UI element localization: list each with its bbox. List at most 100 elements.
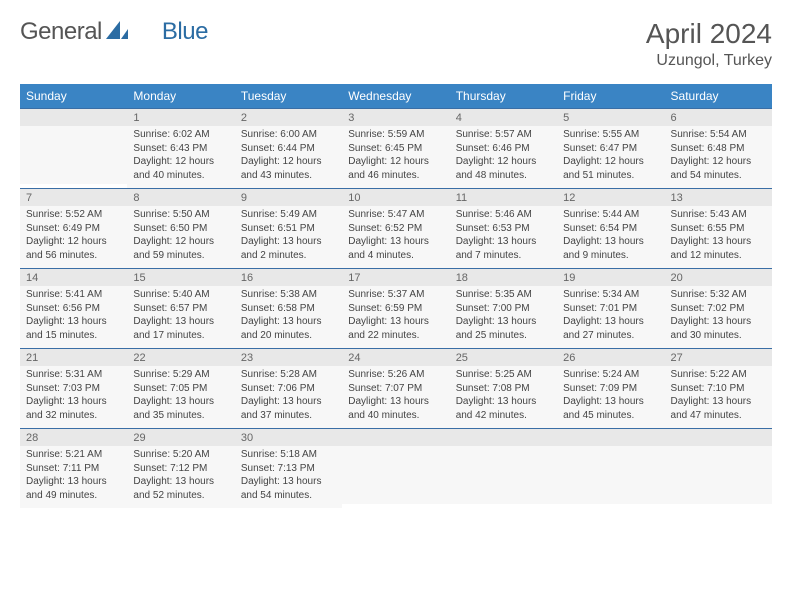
day-content: Sunrise: 5:22 AMSunset: 7:10 PMDaylight:… [665, 366, 772, 428]
sunrise-text: Sunrise: 5:34 AM [563, 288, 658, 302]
day-number: 11 [450, 189, 557, 206]
day-number: 15 [127, 269, 234, 286]
week-row: 14Sunrise: 5:41 AMSunset: 6:56 PMDayligh… [20, 269, 772, 349]
sunrise-text: Sunrise: 5:35 AM [456, 288, 551, 302]
sunrise-text: Sunrise: 5:46 AM [456, 208, 551, 222]
daylight-text: Daylight: 12 hours [671, 155, 766, 169]
sunrise-text: Sunrise: 6:02 AM [133, 128, 228, 142]
day-number: 1 [127, 109, 234, 126]
daylight-text: Daylight: 13 hours [241, 475, 336, 489]
day-content [557, 446, 664, 504]
daylight-text: and 42 minutes. [456, 409, 551, 423]
day-cell: 20Sunrise: 5:32 AMSunset: 7:02 PMDayligh… [665, 269, 772, 349]
sunrise-text: Sunrise: 5:28 AM [241, 368, 336, 382]
sunset-text: Sunset: 6:55 PM [671, 222, 766, 236]
sunset-text: Sunset: 6:53 PM [456, 222, 551, 236]
daylight-text: and 47 minutes. [671, 409, 766, 423]
day-content: Sunrise: 6:02 AMSunset: 6:43 PMDaylight:… [127, 126, 234, 188]
daylight-text: and 2 minutes. [241, 249, 336, 263]
sunrise-text: Sunrise: 5:29 AM [133, 368, 228, 382]
daylight-text: and 48 minutes. [456, 169, 551, 183]
day-number: 8 [127, 189, 234, 206]
daylight-text: Daylight: 13 hours [456, 315, 551, 329]
day-number [342, 429, 449, 446]
day-content: Sunrise: 5:59 AMSunset: 6:45 PMDaylight:… [342, 126, 449, 188]
day-cell: 22Sunrise: 5:29 AMSunset: 7:05 PMDayligh… [127, 349, 234, 429]
weekday-header-row: Sunday Monday Tuesday Wednesday Thursday… [20, 84, 772, 109]
daylight-text: Daylight: 13 hours [241, 315, 336, 329]
sunset-text: Sunset: 7:03 PM [26, 382, 121, 396]
daylight-text: Daylight: 13 hours [563, 235, 658, 249]
day-number: 27 [665, 349, 772, 366]
day-cell: 1Sunrise: 6:02 AMSunset: 6:43 PMDaylight… [127, 109, 234, 189]
daylight-text: Daylight: 13 hours [671, 235, 766, 249]
sunrise-text: Sunrise: 6:00 AM [241, 128, 336, 142]
daylight-text: Daylight: 12 hours [133, 235, 228, 249]
daylight-text: Daylight: 13 hours [348, 235, 443, 249]
daylight-text: Daylight: 13 hours [348, 315, 443, 329]
day-content: Sunrise: 5:38 AMSunset: 6:58 PMDaylight:… [235, 286, 342, 348]
sunset-text: Sunset: 6:49 PM [26, 222, 121, 236]
daylight-text: Daylight: 12 hours [563, 155, 658, 169]
day-number: 13 [665, 189, 772, 206]
sunrise-text: Sunrise: 5:37 AM [348, 288, 443, 302]
day-content [450, 446, 557, 504]
sunrise-text: Sunrise: 5:40 AM [133, 288, 228, 302]
weekday-header: Thursday [450, 84, 557, 109]
daylight-text: and 54 minutes. [241, 489, 336, 503]
day-number: 3 [342, 109, 449, 126]
day-content: Sunrise: 5:32 AMSunset: 7:02 PMDaylight:… [665, 286, 772, 348]
sunrise-text: Sunrise: 5:57 AM [456, 128, 551, 142]
day-number: 28 [20, 429, 127, 446]
week-row: 28Sunrise: 5:21 AMSunset: 7:11 PMDayligh… [20, 429, 772, 509]
daylight-text: Daylight: 13 hours [133, 475, 228, 489]
day-cell: 10Sunrise: 5:47 AMSunset: 6:52 PMDayligh… [342, 189, 449, 269]
weekday-header: Sunday [20, 84, 127, 109]
sunrise-text: Sunrise: 5:24 AM [563, 368, 658, 382]
day-cell: 29Sunrise: 5:20 AMSunset: 7:12 PMDayligh… [127, 429, 234, 509]
day-cell: 7Sunrise: 5:52 AMSunset: 6:49 PMDaylight… [20, 189, 127, 269]
day-number: 18 [450, 269, 557, 286]
day-content: Sunrise: 5:34 AMSunset: 7:01 PMDaylight:… [557, 286, 664, 348]
day-number: 19 [557, 269, 664, 286]
sunset-text: Sunset: 6:59 PM [348, 302, 443, 316]
day-cell: 18 Sunrise: 5:35 AMSunset: 7:00 PMDayligh… [450, 269, 557, 349]
daylight-text: Daylight: 13 hours [671, 395, 766, 409]
day-cell: 8Sunrise: 5:50 AMSunset: 6:50 PMDaylight… [127, 189, 234, 269]
daylight-text: and 52 minutes. [133, 489, 228, 503]
daylight-text: and 9 minutes. [563, 249, 658, 263]
daylight-text: and 22 minutes. [348, 329, 443, 343]
daylight-text: Daylight: 13 hours [241, 235, 336, 249]
sunset-text: Sunset: 6:44 PM [241, 142, 336, 156]
day-content: Sunrise: 5:24 AMSunset: 7:09 PMDaylight:… [557, 366, 664, 428]
day-cell: 12Sunrise: 5:44 AMSunset: 6:54 PMDayligh… [557, 189, 664, 269]
day-content: Sunrise: 5:52 AMSunset: 6:49 PMDaylight:… [20, 206, 127, 268]
sunset-text: Sunset: 6:48 PM [671, 142, 766, 156]
daylight-text: Daylight: 12 hours [241, 155, 336, 169]
sunrise-text: Sunrise: 5:26 AM [348, 368, 443, 382]
day-cell: 25Sunrise: 5:25 AMSunset: 7:08 PMDayligh… [450, 349, 557, 429]
daylight-text: Daylight: 12 hours [348, 155, 443, 169]
day-number: 7 [20, 189, 127, 206]
sunrise-text: Sunrise: 5:18 AM [241, 448, 336, 462]
day-content: Sunrise: 5:57 AMSunset: 6:46 PMDaylight:… [450, 126, 557, 188]
day-number: 23 [235, 349, 342, 366]
daylight-text: and 49 minutes. [26, 489, 121, 503]
sunrise-text: Sunrise: 5:43 AM [671, 208, 766, 222]
daylight-text: and 40 minutes. [348, 409, 443, 423]
sail-icon [106, 18, 128, 46]
daylight-text: and 12 minutes. [671, 249, 766, 263]
weekday-header: Friday [557, 84, 664, 109]
sunset-text: Sunset: 7:13 PM [241, 462, 336, 476]
weekday-header: Wednesday [342, 84, 449, 109]
day-number: 14 [20, 269, 127, 286]
day-content [665, 446, 772, 504]
sunset-text: Sunset: 7:00 PM [456, 302, 551, 316]
daylight-text: and 37 minutes. [241, 409, 336, 423]
day-number: 24 [342, 349, 449, 366]
day-content: Sunrise: 5:43 AMSunset: 6:55 PMDaylight:… [665, 206, 772, 268]
daylight-text: Daylight: 13 hours [563, 315, 658, 329]
sunrise-text: Sunrise: 5:41 AM [26, 288, 121, 302]
daylight-text: Daylight: 13 hours [133, 315, 228, 329]
sunset-text: Sunset: 6:58 PM [241, 302, 336, 316]
